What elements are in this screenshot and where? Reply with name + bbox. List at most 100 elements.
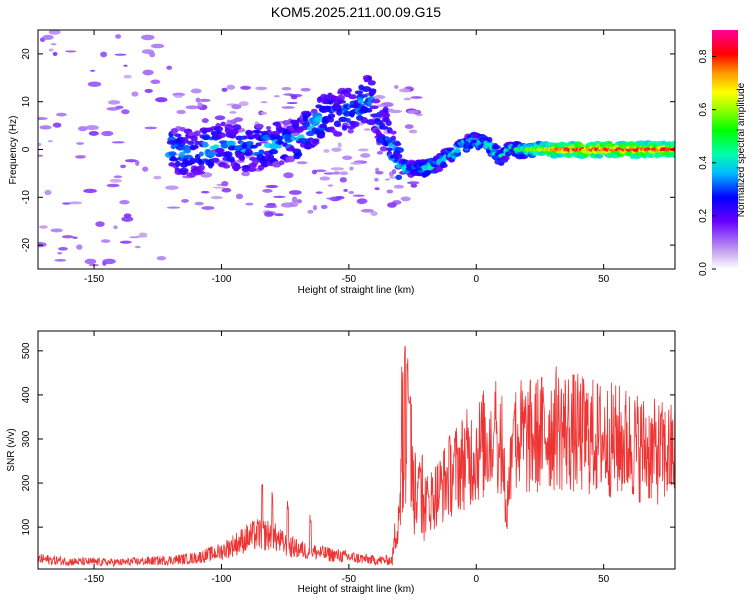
spectrogram-cell xyxy=(391,168,397,175)
spectrogram-cell xyxy=(85,125,99,131)
spectrogram-cell xyxy=(176,109,186,115)
spectrogram-cell xyxy=(398,88,411,93)
spectrogram-cell xyxy=(366,108,373,113)
spectrogram-cells xyxy=(38,30,675,267)
snr-x-tick-label: 50 xyxy=(598,574,610,585)
spectrogram-cell xyxy=(277,140,283,145)
spectrogram-cell xyxy=(183,148,192,154)
spectrogram-cell xyxy=(386,139,393,144)
spectrogram-cell xyxy=(408,129,418,134)
spectrogram-cell xyxy=(123,74,132,79)
spectrogram-cell xyxy=(245,202,254,206)
spectrogram-cell xyxy=(197,101,203,108)
spectrogram-cell xyxy=(251,160,259,166)
spectrogram-cell xyxy=(201,206,215,210)
colorbar-label: Normalized spectral amplitude xyxy=(736,82,747,217)
spectrogram-cell xyxy=(189,157,197,165)
spectrogram-cell xyxy=(109,178,123,183)
snr-panel: -150 -100 -50 0 50 100 200 300 400 500 Height of… xyxy=(6,330,676,595)
spectrogram-cell xyxy=(333,131,343,137)
spectrogram-cell xyxy=(95,221,105,227)
colorbar-tick-label: 0.4 xyxy=(698,155,709,169)
spectrogram-cell xyxy=(181,170,187,176)
spectrogram-cell xyxy=(415,113,423,117)
spectrogram-cell xyxy=(387,202,397,208)
spectrogram-cell xyxy=(201,118,209,124)
spectrogram-cell xyxy=(358,94,368,98)
spectrogram-cell xyxy=(661,140,667,146)
spectrogram-cell xyxy=(376,150,383,155)
spectrogram-cell xyxy=(194,153,201,161)
spectrogram-cell xyxy=(384,112,390,119)
spectrogram-cell xyxy=(327,184,334,187)
spectrogram-cell xyxy=(319,176,331,181)
spectrogram-x-tick-label: -50 xyxy=(342,274,357,285)
spectrogram-cell xyxy=(170,128,178,135)
spectrogram-cell xyxy=(214,115,226,121)
spectrogram-cell xyxy=(238,155,245,161)
spectrogram-cell xyxy=(337,142,342,148)
spectrogram-cell xyxy=(198,151,204,157)
spectrogram-cell xyxy=(388,109,403,114)
spectrogram-cell xyxy=(281,86,292,91)
spectrogram-cell xyxy=(276,135,284,141)
spectrogram-cell xyxy=(83,188,97,194)
spectrogram-cell xyxy=(165,185,179,190)
spectrogram-cell xyxy=(238,101,249,107)
spectrogram-cell xyxy=(57,251,63,255)
spectrogram-cell xyxy=(241,167,250,172)
spectrogram-cell xyxy=(375,167,380,173)
spectrogram-cell xyxy=(351,121,360,128)
spectrogram-cell xyxy=(333,120,341,128)
spectrogram-cell xyxy=(218,132,227,139)
spectrogram-y-ticks: -20 -10 0 10 20 xyxy=(21,48,675,252)
spectrogram-cell xyxy=(102,258,116,265)
spectrogram-cell xyxy=(262,188,273,193)
spectrogram-cell xyxy=(56,112,67,117)
spectrogram-cell xyxy=(226,140,236,147)
spectrogram-cell xyxy=(194,201,204,206)
spectrogram-cell xyxy=(386,189,394,194)
spectrogram-cell xyxy=(183,154,193,160)
spectrogram-cell xyxy=(190,88,202,94)
snr-y-axis-label: SNR (v/v) xyxy=(6,428,17,471)
spectrogram-cell xyxy=(138,232,148,237)
spectrogram-cell xyxy=(255,86,268,91)
snr-x-ticks: -150 -100 -50 0 50 xyxy=(84,331,610,585)
spectrogram-cell xyxy=(264,204,278,209)
spectrogram-cell xyxy=(352,194,365,197)
spectrogram-cell xyxy=(347,128,354,134)
spectrogram-cell xyxy=(168,157,179,162)
spectrogram-cell xyxy=(119,240,132,244)
spectrogram-cell xyxy=(323,172,335,175)
spectrogram-cell xyxy=(265,125,272,130)
spectrogram-cell xyxy=(285,155,296,163)
spectrogram-cell xyxy=(348,94,358,100)
spectrogram-cell xyxy=(198,98,211,103)
spectrogram-cell xyxy=(468,144,474,149)
spectrogram-cell xyxy=(121,109,130,115)
spectrogram-cell xyxy=(288,190,302,195)
spectrogram-cell xyxy=(253,130,263,134)
spectrogram-cell xyxy=(504,151,512,157)
spectrogram-cell xyxy=(394,85,399,89)
spectrogram-cell xyxy=(76,142,85,145)
spectrogram-cell xyxy=(48,30,61,35)
spectrogram-cell xyxy=(376,104,385,107)
spectrogram-cell xyxy=(245,130,254,136)
spectrogram-cell xyxy=(296,161,308,165)
spectrogram-y-tick-label: -10 xyxy=(21,190,32,205)
spectrogram-cell xyxy=(296,199,303,204)
spectrogram-cell xyxy=(360,153,371,158)
spectrogram-cell xyxy=(38,116,48,121)
spectrogram-cell xyxy=(491,144,501,150)
spectrogram-cell xyxy=(76,244,83,250)
spectrogram-cell xyxy=(142,69,154,76)
spectrogram-cell xyxy=(47,140,54,143)
spectrogram-cell xyxy=(300,87,311,92)
spectrogram-cell xyxy=(314,169,327,173)
spectrogram-cell xyxy=(250,144,258,149)
spectrogram-cell xyxy=(123,64,128,67)
spectrogram-cell xyxy=(343,91,352,98)
spectrogram-cell xyxy=(320,204,328,210)
